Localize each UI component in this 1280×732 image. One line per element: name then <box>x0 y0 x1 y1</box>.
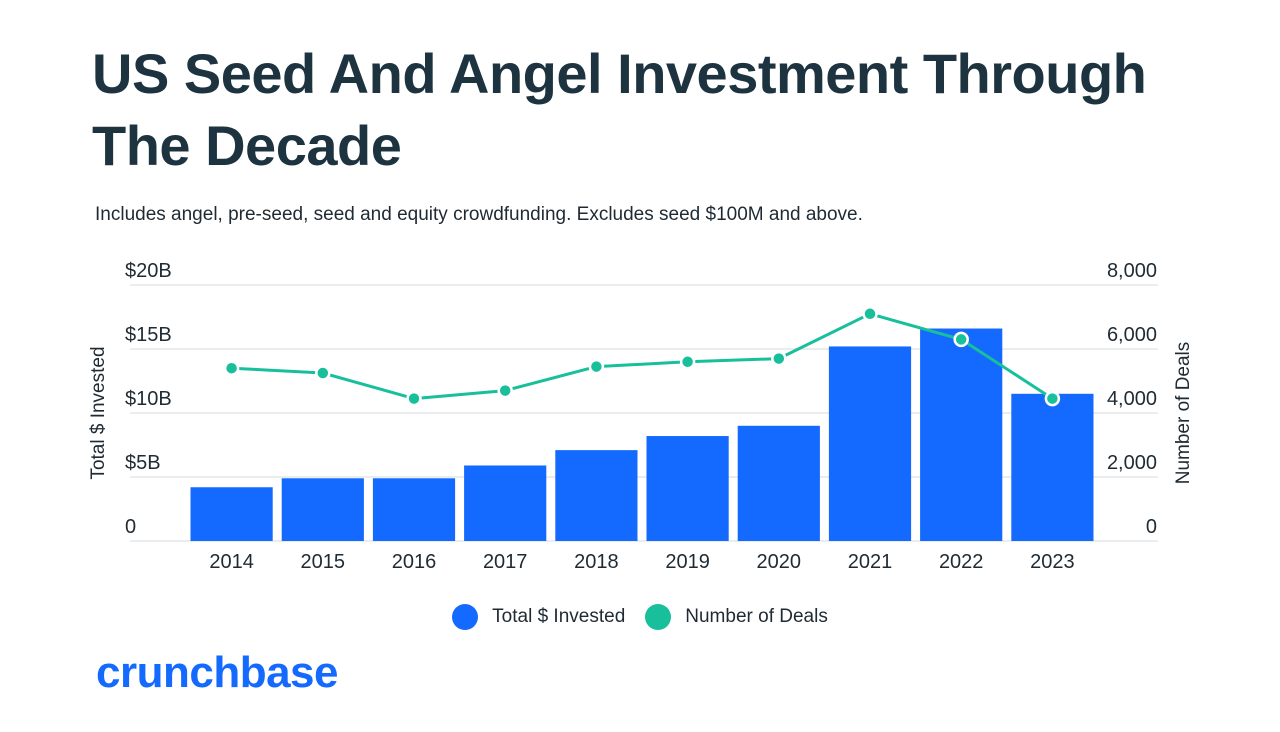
deals-point-2015 <box>315 365 331 381</box>
y-tick-right: 6,000 <box>1107 324 1157 346</box>
bar-2017 <box>464 465 547 541</box>
x-tick-label: 2015 <box>301 551 346 573</box>
y-tick-right: 4,000 <box>1107 388 1157 410</box>
deals-line <box>231 312 1054 401</box>
bar-2023 <box>1011 393 1094 541</box>
x-tick-label: 2016 <box>392 551 437 573</box>
y-tick-left: $15B <box>125 324 172 346</box>
y-axis-label-right: Number of Deals <box>1173 342 1194 485</box>
deals-point-2017 <box>497 382 513 399</box>
bar-2018 <box>555 450 638 541</box>
deals-point-2022 <box>953 331 969 348</box>
x-tick-label: 2014 <box>209 551 254 573</box>
y-tick-right: 0 <box>1146 516 1157 538</box>
bar-2020 <box>737 425 820 541</box>
x-tick-label: 2021 <box>848 551 893 573</box>
y-tick-right: 2,000 <box>1107 452 1157 474</box>
deals-point-2019 <box>679 354 696 370</box>
y-tick-left: $10B <box>125 388 172 410</box>
x-tick-label: 2019 <box>665 551 710 573</box>
y-tick-left: 0 <box>125 516 136 538</box>
x-tick-label: 2023 <box>1030 551 1075 573</box>
deals-point-2021 <box>862 306 878 322</box>
deals-point-2023 <box>1044 390 1061 407</box>
legend-item-invested: Total $ Invested <box>452 604 625 630</box>
x-tick-label: 2020 <box>757 551 802 573</box>
legend-swatch-deals <box>645 604 672 630</box>
x-tick-label: 2018 <box>574 551 619 573</box>
bar-2014 <box>190 487 273 541</box>
bar-2021 <box>828 346 912 541</box>
x-tick-label: 2017 <box>483 551 528 573</box>
y-axis-label-left: Total $ Invested <box>88 346 109 479</box>
y-tick-right: 8,000 <box>1107 260 1157 282</box>
bar-2016 <box>372 478 456 541</box>
chart-subtitle: Includes angel, pre-seed, seed and equit… <box>95 204 863 225</box>
y-tick-left: $20B <box>125 260 172 282</box>
deals-point-2018 <box>588 358 605 375</box>
legend-swatch-invested <box>452 604 479 630</box>
deals-point-2016 <box>406 390 422 407</box>
deals-point-2014 <box>223 360 240 376</box>
combo-chart: 0 0 $5B 2,000 $10B 4,000 $15B 6,000 $20B 8,000 Tot… <box>88 260 1194 573</box>
chart-title: US Seed And Angel Investment Through The… <box>92 42 1147 177</box>
deals-point-2020 <box>771 350 787 367</box>
bar-2022 <box>920 328 1003 541</box>
bar-2015 <box>281 478 364 541</box>
y-tick-left: $5B <box>125 452 161 474</box>
x-tick-label: 2022 <box>939 551 984 573</box>
legend-label-invested: Total $ Invested <box>492 606 626 627</box>
legend-label-deals: Number of Deals <box>685 606 828 627</box>
legend-item-deals: Number of Deals <box>645 604 828 630</box>
bar-2019 <box>646 436 729 541</box>
chart-legend: Total $ Invested Number of Deals <box>0 604 1280 630</box>
brand-logo: crunchbase <box>96 648 338 697</box>
